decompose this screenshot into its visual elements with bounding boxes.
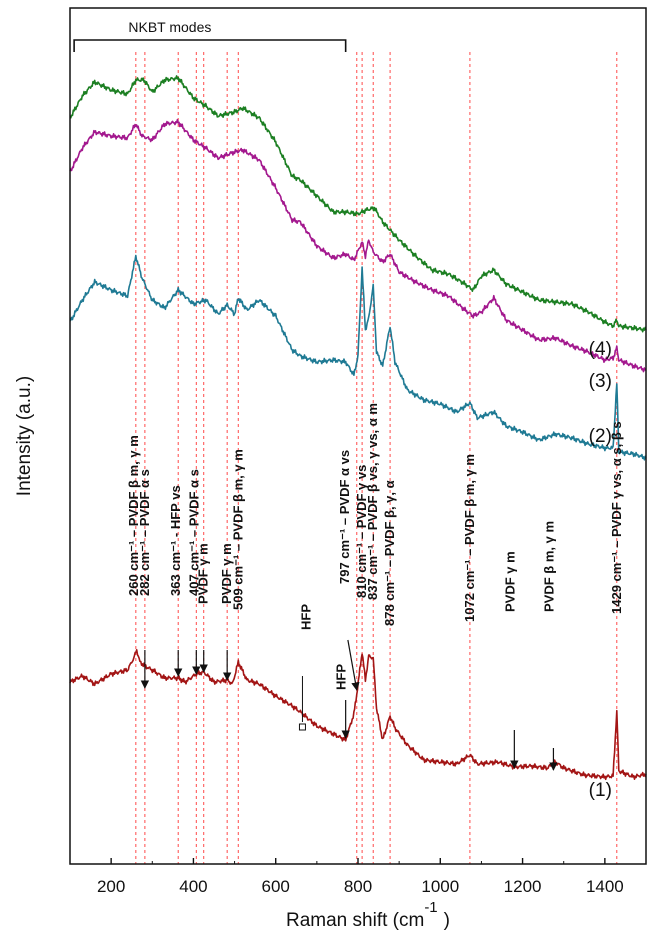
series-line-3	[69, 118, 646, 373]
peak-label: 260 cm⁻¹ – PVDF β m, γ m	[126, 435, 141, 596]
y-axis-title: Intensity (a.u.)	[14, 376, 35, 496]
series-group: (1) (2) (3) (4)	[69, 75, 647, 801]
peak-label: 837 cm⁻¹ – PVDF β vs, γ vs, α m	[365, 403, 380, 600]
curve-label-2: (2)	[589, 426, 612, 447]
peak-label: HFP	[298, 604, 313, 630]
peak-label: 1429 cm⁻¹ – PVDF γ vs, α s, β s	[609, 421, 624, 614]
x-axis-title: Raman shift (cm-1)	[286, 899, 450, 931]
peak-label: 363 cm⁻¹ - HFP vs	[168, 485, 183, 596]
x-axis-title-superscript: -1	[424, 899, 437, 916]
peak-label: 878 cm⁻¹ – PVDF β, γ, α	[382, 480, 397, 626]
curve-label-4: (4)	[589, 339, 612, 360]
bracket-label: NKBT modes	[128, 19, 211, 35]
peak-label: 810 cm⁻¹ – PVDF γ vs	[354, 465, 369, 598]
x-axis-title-main: Raman shift (cm	[286, 910, 424, 931]
series-line-2	[69, 254, 647, 461]
peak-label: PVDF γ m	[502, 551, 517, 612]
series-line-1	[69, 649, 647, 781]
x-tick-label: 1000	[421, 877, 459, 896]
peak-label: PVDF γ m	[219, 543, 234, 604]
peak-label: 407 cm⁻¹ – PVDF α s	[186, 469, 201, 596]
x-axis-title-close: )	[444, 910, 450, 931]
x-tick-label: 1400	[586, 877, 624, 896]
x-tick-label: 200	[97, 877, 125, 896]
x-tick-label: 1200	[504, 877, 542, 896]
x-tick-label: 800	[344, 877, 372, 896]
curve-label-1: (1)	[589, 780, 612, 801]
peak-label: PVDF γ m	[196, 543, 211, 604]
peak-label: 1072 cm⁻¹ – PVDF β m, γ m	[462, 454, 477, 622]
peak-label: PVDF β m, γ m	[541, 521, 556, 612]
peak-label: HFP	[334, 664, 349, 690]
bracket-line	[73, 39, 347, 52]
curve-label-3: (3)	[589, 371, 612, 392]
series-line-4	[69, 75, 647, 333]
peak-arrow	[347, 639, 360, 691]
hfp-marker	[298, 723, 306, 731]
x-tick-label: 400	[179, 877, 207, 896]
x-axis-ticks: 200 400 600 800 1000 1200 1400	[69, 858, 647, 896]
x-tick-label: 600	[262, 877, 290, 896]
peak-label: 509 cm⁻¹ – PVDF β m, γ m	[230, 449, 245, 610]
peak-label: 282 cm⁻¹ – PVDF α s	[137, 469, 152, 596]
peak-label: 797 cm⁻¹ – PVDF α vs	[337, 450, 352, 584]
nkbt-bracket: NKBT modes	[73, 19, 347, 52]
